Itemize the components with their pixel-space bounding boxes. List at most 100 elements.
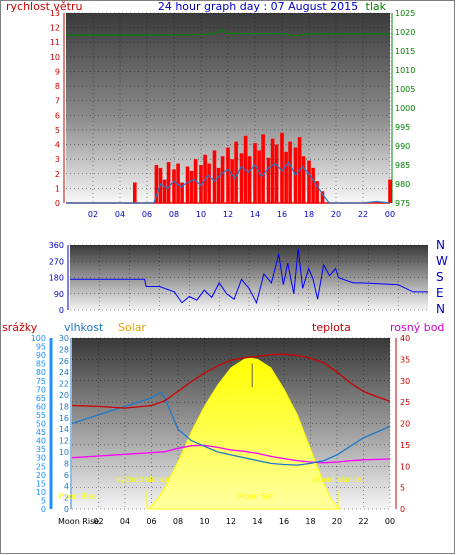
temperature-x-tick: 00	[385, 517, 395, 526]
pressure-y-tick: 985	[395, 161, 410, 170]
header-right-label: tlak	[366, 0, 387, 13]
temperature-x-tick: 06	[146, 517, 156, 526]
wind-speed-bar	[261, 134, 265, 203]
rain-y-tick: 60	[36, 402, 46, 411]
wind-speed-bar	[315, 181, 319, 203]
temperature-y-tick: 20	[400, 420, 410, 429]
humidity-y-tick: 6	[64, 471, 69, 480]
wind-speed-bar	[212, 150, 217, 203]
temperature-y-tick: 15	[400, 441, 410, 450]
rain-y-tick: 0	[41, 505, 46, 514]
temperature-x-tick: 08	[173, 517, 183, 526]
wind-x-tick: 08	[169, 210, 179, 219]
wind-speed-bar	[284, 151, 288, 203]
wind-y-tick: 10	[50, 53, 60, 62]
direction-y-tick: 0	[59, 306, 64, 315]
rain-y-tick: 75	[36, 377, 46, 386]
temperature-y-tick: 25	[400, 398, 410, 407]
pressure-y-tick: 1005	[395, 85, 415, 94]
rain-y-tick: 80	[36, 368, 46, 377]
wind-speed-bar	[133, 182, 137, 203]
temperature-y-tick: 0	[400, 505, 405, 514]
humidity-y-tick: 10	[59, 448, 69, 457]
compass-label: S	[436, 270, 444, 284]
pressure-y-tick: 995	[395, 123, 410, 132]
wind-speed-bar	[189, 170, 194, 203]
rain-y-tick: 85	[36, 360, 46, 369]
humidity-y-tick: 4	[64, 482, 69, 491]
rain-y-tick: 20	[36, 471, 46, 480]
pressure-y-tick: 975	[395, 199, 410, 208]
humidity-y-tick: 14	[59, 425, 69, 434]
wind-x-tick: 04	[115, 210, 125, 219]
direction-y-tick: 180	[49, 274, 64, 283]
rain-y-tick: 40	[36, 437, 46, 446]
temperature-y-tick: 35	[400, 355, 410, 364]
humidity-y-tick: 2	[64, 494, 69, 503]
dew-point-line	[71, 444, 391, 464]
wind-y-tick: 6	[55, 111, 60, 120]
sunrise-label: východ slunce	[116, 475, 170, 484]
temperature-series	[71, 353, 391, 510]
rain-y-tick: 100	[31, 334, 46, 343]
rain-legend-label: srážky	[2, 321, 38, 334]
wind-speed-bar	[247, 156, 252, 203]
pressure-y-tick: 1000	[395, 104, 415, 113]
humidity-legend-label: vlhkost	[64, 321, 104, 334]
rain-y-tick: 90	[36, 351, 46, 360]
wind-average-line	[66, 160, 391, 204]
humidity-y-tick: 24	[59, 368, 69, 377]
wind-speed-bar	[199, 165, 203, 203]
humidity-line	[71, 391, 391, 466]
rain-y-tick: 35	[36, 445, 46, 454]
wind-speed-bar	[226, 147, 230, 203]
solar-area	[147, 357, 341, 510]
temperature-axes: 02 04 06 08 10 12 14 16 18 20 22 000510152025303540…	[31, 334, 410, 526]
humidity-y-tick: 22	[59, 380, 69, 389]
pressure-y-tick: 1015	[395, 47, 415, 56]
rain-y-tick: 55	[36, 411, 46, 420]
wind-speed-bar	[311, 167, 315, 203]
wind-speed-bar	[220, 156, 225, 203]
rain-y-tick: 30	[36, 454, 46, 463]
temperature-x-tick: 20	[332, 517, 342, 526]
temperature-legend-label: teplota	[312, 321, 351, 334]
wind-x-tick: 18	[304, 210, 314, 219]
wind-y-tick: 0	[55, 199, 60, 208]
wind-y-tick: 12	[50, 24, 60, 33]
wind-speed-bar	[234, 141, 238, 203]
wind-y-tick: 7	[55, 97, 60, 106]
wind-speed-bar	[266, 157, 271, 203]
header-title: 24 hour graph day : 07 August 2015	[158, 0, 358, 13]
compass-label: W	[436, 254, 448, 268]
wind-y-tick: 5	[55, 126, 60, 135]
humidity-y-tick: 18	[59, 402, 69, 411]
temperature-y-tick: 30	[400, 377, 410, 386]
wind-speed-bar	[162, 179, 167, 203]
wind-x-tick: 22	[358, 210, 368, 219]
moon-set-label: Moon Set	[238, 492, 273, 501]
wind-y-tick: 3	[55, 155, 60, 164]
wind-y-tick: 9	[55, 67, 60, 76]
wind-speed-bar	[288, 141, 292, 203]
rain-y-tick: 25	[36, 462, 46, 471]
compass-label: E	[436, 286, 444, 300]
compass-label: N	[436, 238, 445, 252]
temperature-y-tick: 10	[400, 462, 410, 471]
wind-series	[66, 29, 392, 204]
rain-y-tick: 5	[41, 496, 46, 505]
moon-rise-label: Moon Rise	[58, 492, 97, 501]
rain-y-tick: 95	[36, 343, 46, 352]
wind-x-tick: 16	[277, 210, 287, 219]
wind-x-tick: 02	[88, 210, 98, 219]
humidity-y-tick: 16	[59, 414, 69, 423]
wind-speed-bar	[388, 179, 392, 203]
temperature-x-tick: 12	[226, 517, 236, 526]
pressure-y-tick: 990	[395, 142, 410, 151]
direction-y-tick: 90	[54, 290, 64, 299]
humidity-y-tick: 0	[64, 505, 69, 514]
sunset-label: západ slunce	[312, 475, 362, 484]
humidity-y-tick: 8	[64, 459, 69, 468]
temperature-y-tick: 5	[400, 484, 405, 493]
rain-y-tick: 70	[36, 385, 46, 394]
